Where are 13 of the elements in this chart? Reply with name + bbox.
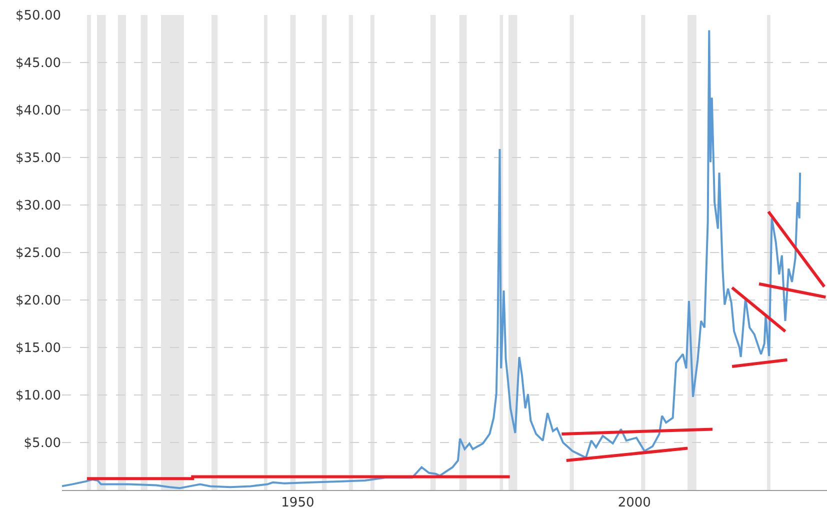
y-tick-label: $45.00 <box>16 56 61 72</box>
y-tick-label: $20.00 <box>16 294 61 309</box>
y-tick-label: $10.00 <box>16 388 61 404</box>
y-tick-label: $35.00 <box>16 151 61 166</box>
y-tick-label: $15.00 <box>16 341 61 356</box>
y-tick-label: $40.00 <box>16 104 61 119</box>
y-tick-label: $25.00 <box>16 246 61 262</box>
line-series <box>62 29 802 490</box>
y-tick-label: $5.00 <box>24 436 61 452</box>
y-tick-label: $50.00 <box>16 8 61 24</box>
y-tick-label: $30.00 <box>16 198 61 214</box>
x-tick-label: 2000 <box>618 496 651 511</box>
x-tick-label: 1950 <box>281 496 314 511</box>
